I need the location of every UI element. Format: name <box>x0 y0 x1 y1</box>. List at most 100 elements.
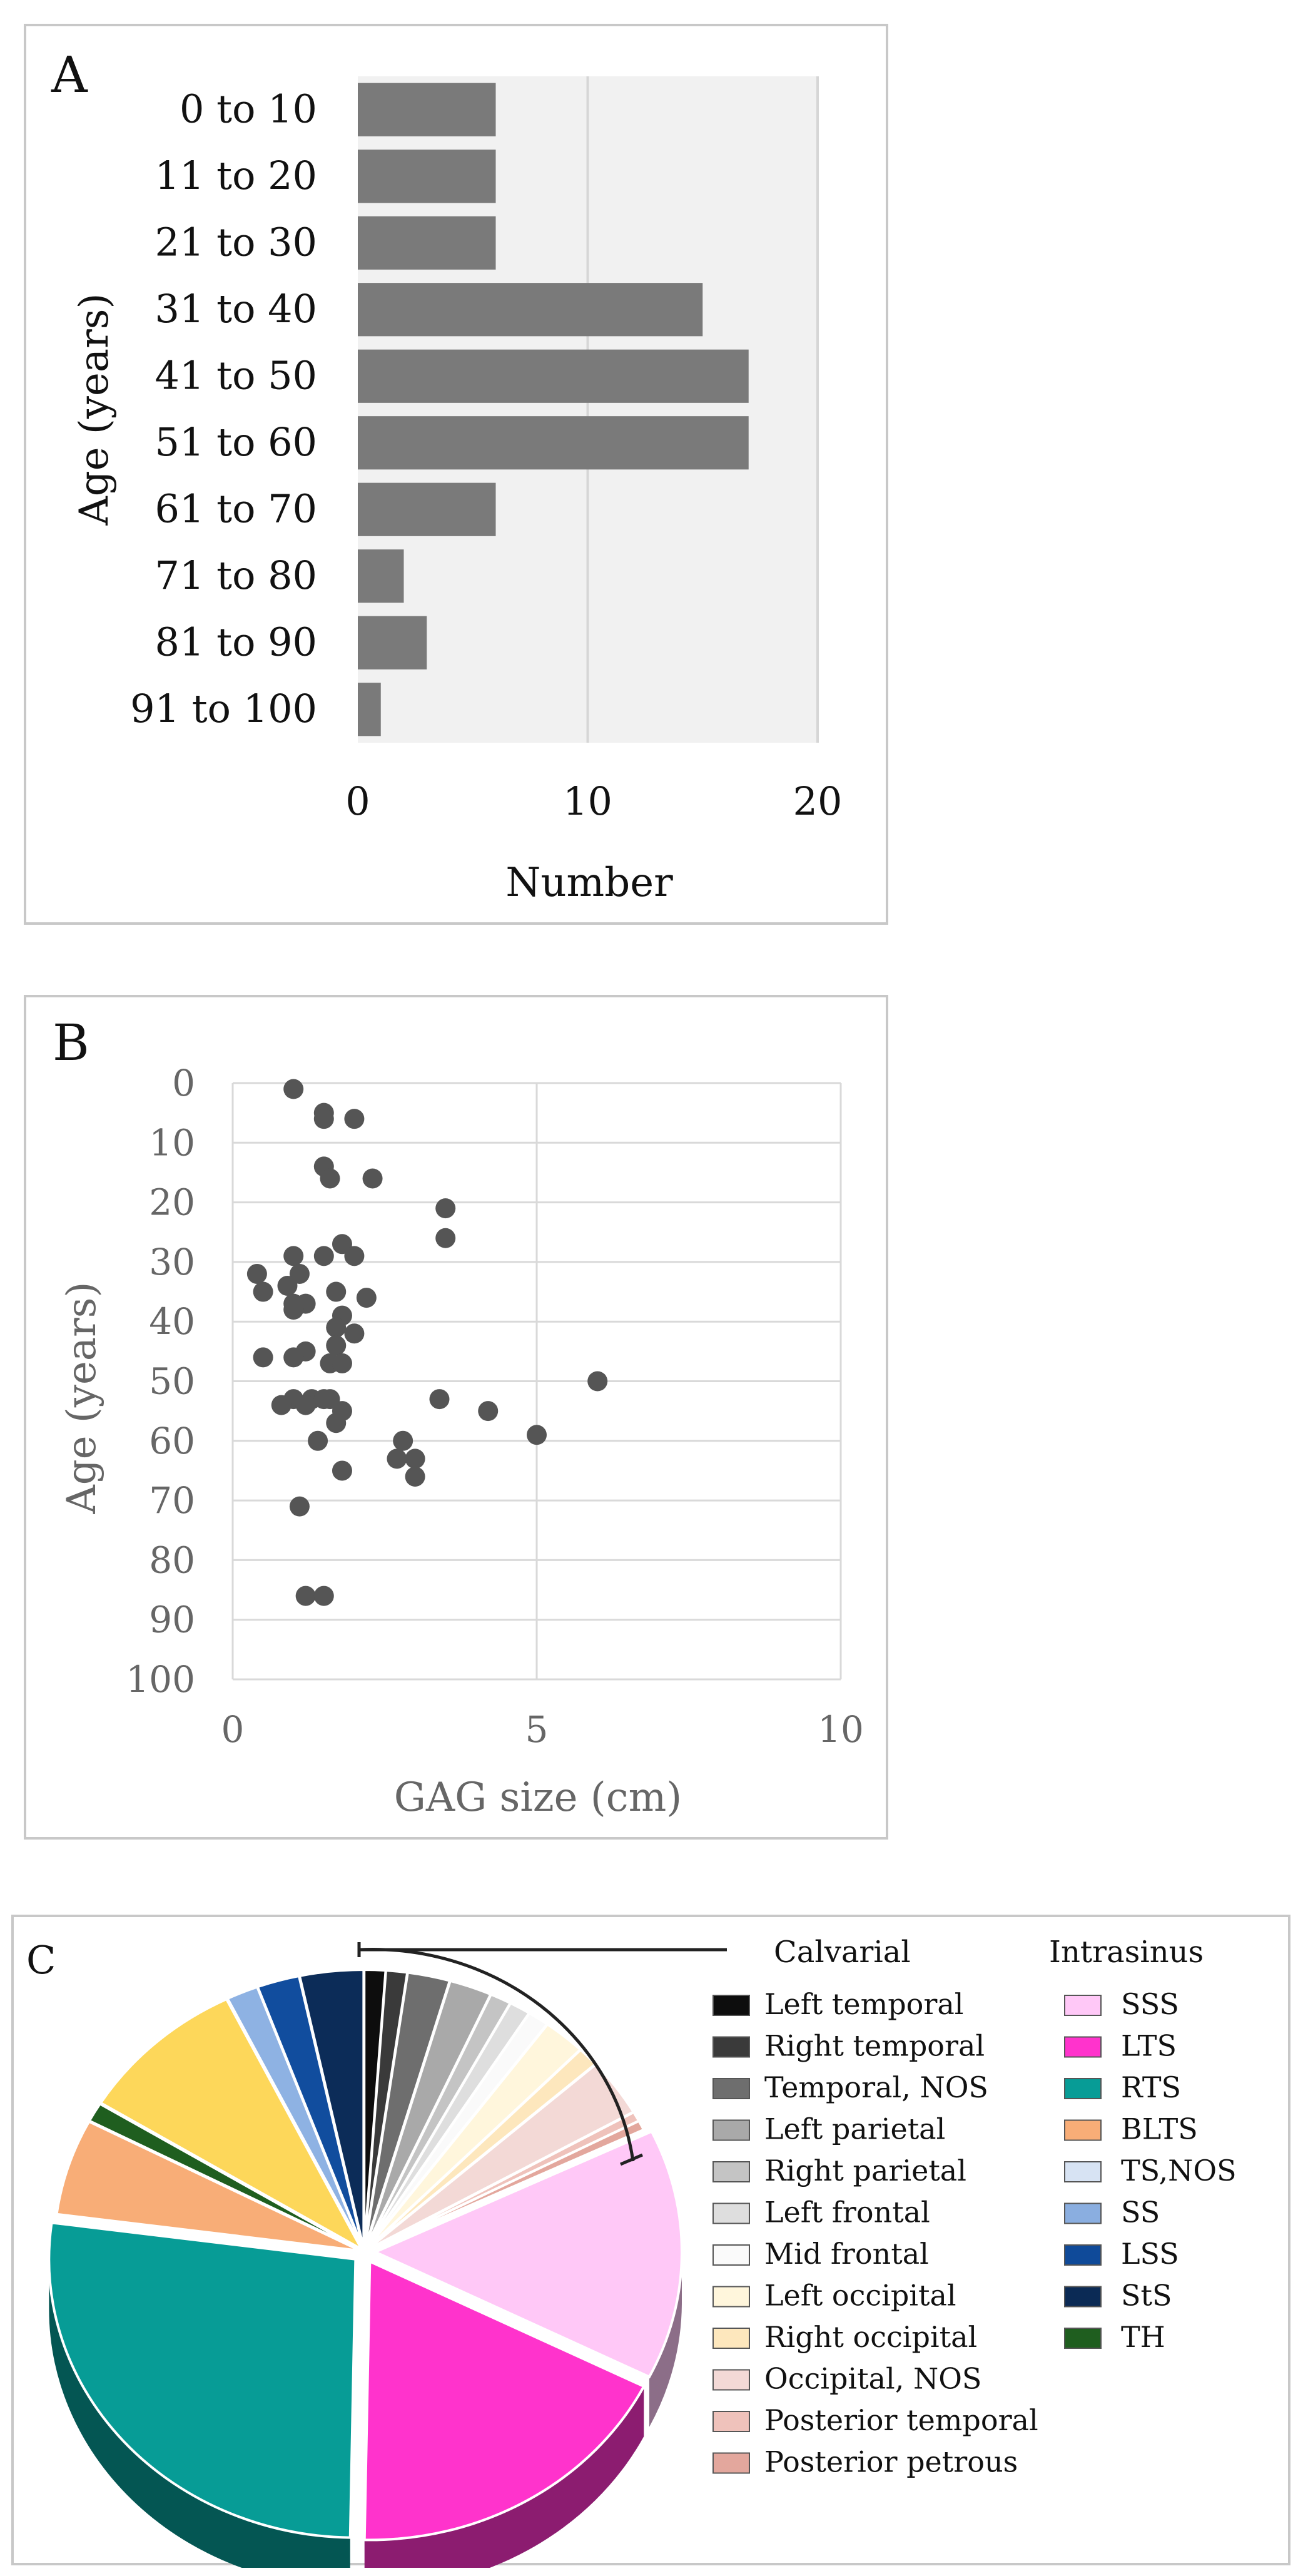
location-pie-chart: Calvarial Intrasinus Left temporal Right te… <box>26 1935 1237 2568</box>
data-point <box>313 1586 334 1606</box>
data-point <box>332 1460 352 1481</box>
legend-label: StS <box>1121 2279 1172 2313</box>
x-tick-label: 10 <box>563 778 612 824</box>
pie-slice-side <box>649 2252 682 2427</box>
legend-swatch <box>712 2369 750 2391</box>
y-tick-label: 40 <box>149 1300 195 1343</box>
data-point <box>527 1425 547 1445</box>
bar <box>358 349 749 403</box>
legend-label: Temporal, NOS <box>764 2070 988 2104</box>
panel-letter: A <box>51 46 88 104</box>
data-point <box>326 1281 347 1302</box>
y-tick-label: 10 <box>149 1121 195 1164</box>
data-point <box>326 1317 347 1338</box>
legend-label: Left occipital <box>764 2279 956 2313</box>
pie-slice <box>55 2120 362 2253</box>
data-point <box>356 1288 377 1308</box>
y-axis-title: Age (years) <box>59 1282 105 1515</box>
data-point <box>344 1109 365 1129</box>
y-tick-label: 61 to 70 <box>155 486 317 531</box>
legend-group-title: Calvarial <box>774 1935 911 1970</box>
legend-label: Right parietal <box>764 2154 966 2187</box>
bar <box>358 416 749 470</box>
data-point <box>320 1168 340 1189</box>
legend-label: Posterior temporal <box>764 2403 1038 2437</box>
data-point <box>326 1335 347 1356</box>
legend-label: Right occipital <box>764 2320 977 2354</box>
y-tick-label: 21 to 30 <box>155 219 317 265</box>
age-bar-chart: 0 10 20 0 to 10 11 to 20 21 to 30 31 to 40 41 t… <box>51 46 843 906</box>
legend-swatch <box>1064 2202 1102 2224</box>
y-tick-label: 90 <box>149 1599 195 1641</box>
data-point <box>332 1353 352 1373</box>
legend-swatch <box>712 2078 750 2099</box>
legend-swatch <box>1064 2161 1102 2182</box>
data-point <box>429 1389 450 1410</box>
bar <box>358 216 496 270</box>
data-point <box>295 1586 316 1606</box>
y-tick-label: 30 <box>149 1241 195 1283</box>
legend-swatch <box>1064 2036 1102 2058</box>
legend-swatch <box>712 2286 750 2308</box>
data-point <box>246 1263 267 1284</box>
panel-letter: C <box>26 1937 56 1983</box>
data-point <box>283 1300 304 1320</box>
y-tick-label: 11 to 20 <box>155 153 317 198</box>
y-tick-label: 70 <box>149 1479 195 1522</box>
bar <box>358 283 703 337</box>
legend-swatch <box>1064 2078 1102 2099</box>
legend-swatch <box>712 2328 750 2349</box>
legend-swatch <box>712 2452 750 2474</box>
pie-slice <box>372 2130 683 2379</box>
legend-label: Posterior petrous <box>764 2445 1018 2479</box>
legend-label: BLTS <box>1121 2112 1198 2146</box>
legend-label: Left temporal <box>764 1987 964 2021</box>
legend-label: TS,NOS <box>1121 2154 1237 2187</box>
legend-swatch <box>712 2411 750 2432</box>
y-tick-label: 71 to 80 <box>155 552 317 598</box>
y-tick-label: 81 to 90 <box>155 619 317 664</box>
pie-slice <box>99 1997 365 2253</box>
y-tick-label: 50 <box>149 1360 195 1403</box>
legend-label: Left parietal <box>764 2112 945 2146</box>
y-tick-label: 0 to 10 <box>180 86 317 131</box>
x-axis-title: Number <box>505 860 673 906</box>
legend-swatch <box>1064 2244 1102 2266</box>
legend-swatch <box>1064 2119 1102 2141</box>
y-tick-label: 0 <box>172 1062 195 1104</box>
pie-slice <box>363 2259 646 2542</box>
legend-label: LSS <box>1121 2237 1179 2271</box>
y-tick-label: 60 <box>149 1420 195 1462</box>
legend-swatch <box>1064 2286 1102 2308</box>
data-point <box>405 1448 425 1469</box>
legend-group-title: Intrasinus <box>1049 1935 1204 1970</box>
age-vs-size-scatter: 0 10 20 30 40 50 60 70 80 90 100 0 5 10 GAG size (cm) A… <box>53 1014 864 1821</box>
data-point <box>435 1228 456 1248</box>
data-point <box>271 1395 292 1415</box>
legend-label: TH <box>1121 2320 1165 2354</box>
panel-c: Calvarial Intrasinus Left temporal Right te… <box>11 1915 1290 2568</box>
x-tick-label: 0 <box>221 1708 245 1751</box>
panel-b: 0 10 20 30 40 50 60 70 80 90 100 0 5 10 GAG size (cm) A… <box>24 995 888 1840</box>
legend-label: RTS <box>1121 2070 1181 2104</box>
legend-swatch <box>712 2119 750 2141</box>
legend-swatch <box>712 2036 750 2058</box>
legend-label: SS <box>1121 2196 1160 2229</box>
y-tick-label: 41 to 50 <box>155 352 317 398</box>
y-tick-label: 100 <box>126 1658 195 1701</box>
x-axis-title: GAG size (cm) <box>394 1774 682 1821</box>
x-tick-label: 20 <box>793 778 843 824</box>
pie-slice-side <box>364 2386 644 2568</box>
legend-label: Occipital, NOS <box>764 2362 981 2396</box>
legend-label: Left frontal <box>764 2196 930 2229</box>
data-point <box>587 1371 608 1392</box>
legend-label: LTS <box>1121 2029 1177 2063</box>
panel-letter: B <box>53 1014 89 1072</box>
data-point <box>478 1401 499 1422</box>
y-tick-label: 51 to 60 <box>155 419 317 465</box>
x-tick-label: 5 <box>525 1708 549 1751</box>
data-point <box>362 1168 383 1189</box>
bar <box>358 83 496 136</box>
legend-swatch <box>712 1995 750 2016</box>
y-tick-label: 91 to 100 <box>130 686 317 731</box>
